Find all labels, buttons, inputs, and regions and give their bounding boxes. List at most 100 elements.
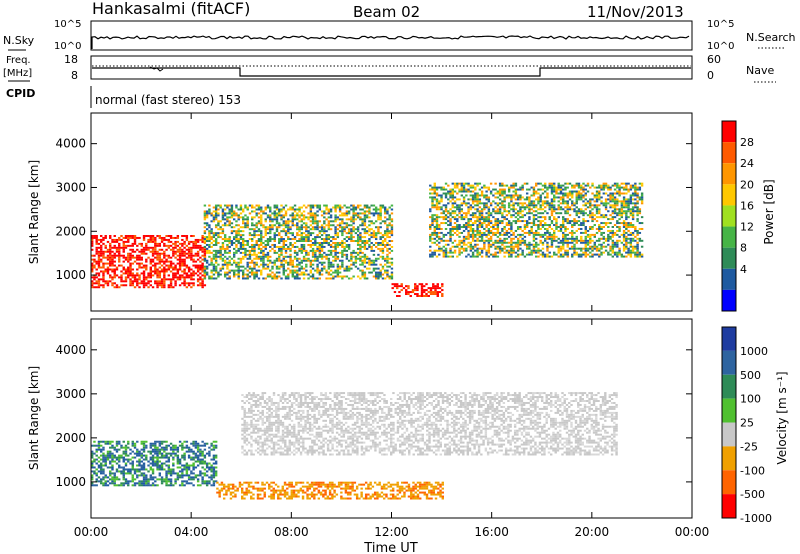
echo-cell — [271, 277, 274, 280]
echo-cell — [318, 232, 322, 235]
echo-cell — [118, 448, 121, 451]
echo-cell — [205, 265, 209, 268]
echo-cell — [120, 280, 123, 283]
echo-cell — [586, 233, 590, 236]
echo-cell — [289, 242, 292, 244]
echo-cell — [566, 249, 569, 252]
echo-cell — [302, 232, 306, 235]
echo-cell — [244, 214, 247, 217]
echo-cell — [372, 208, 376, 211]
echo-cell — [480, 251, 484, 254]
echo-cell — [381, 243, 385, 246]
echo-cell — [244, 255, 247, 258]
echo-cell — [383, 245, 387, 248]
echo-cell — [372, 222, 376, 225]
echo-cell — [550, 186, 554, 189]
echo-cell — [327, 253, 331, 256]
echo-cell — [467, 222, 470, 225]
echo-cell — [122, 470, 125, 473]
echo-cell — [336, 275, 340, 278]
echo-cell — [365, 277, 369, 280]
echo-cell — [352, 204, 355, 207]
echo-cell — [429, 224, 432, 227]
echo-cell — [93, 470, 96, 473]
echo-cell — [226, 218, 229, 221]
echo-cell — [460, 241, 464, 244]
nsky-series-line — [91, 35, 690, 49]
echo-cell — [280, 263, 283, 266]
echo-cell — [566, 186, 569, 189]
echo-cell — [444, 255, 448, 258]
echo-cell — [562, 196, 565, 199]
echo-cell — [325, 242, 328, 244]
echo-cell — [347, 218, 351, 221]
echo-cell — [203, 218, 207, 221]
echo-cell — [498, 206, 502, 209]
echo-cell — [435, 220, 439, 223]
echo-cell — [368, 238, 371, 241]
echo-cell — [228, 220, 231, 223]
echo-cell — [350, 251, 353, 254]
echo-cell — [548, 202, 551, 205]
echo-cell — [584, 255, 587, 258]
echo-cell — [544, 237, 547, 240]
echo-cell — [530, 253, 533, 256]
echo-cell — [338, 208, 342, 211]
echo-cell — [122, 254, 125, 257]
echo-cell — [480, 233, 484, 236]
echo-cell — [456, 224, 459, 227]
echo-cell — [496, 226, 500, 228]
echo-cell — [242, 220, 245, 223]
echo-cell — [210, 245, 213, 248]
echo-cell — [532, 245, 536, 248]
echo-cell — [550, 204, 554, 207]
echo-cell — [257, 243, 261, 246]
echo-cell — [557, 184, 560, 187]
echo-cell — [622, 210, 626, 213]
echo-cell — [347, 238, 351, 241]
echo-cell — [305, 216, 308, 219]
echo-cell — [462, 224, 466, 227]
echo-cell — [341, 261, 344, 264]
echo-cell — [636, 206, 639, 209]
echo-cell — [230, 263, 234, 266]
echo-cell — [298, 230, 301, 233]
echo-cell — [273, 232, 276, 235]
echo-cell — [185, 266, 189, 269]
echo-cell — [302, 214, 306, 217]
echo-cell — [447, 212, 450, 215]
echo-cell — [316, 271, 319, 274]
echo-cell — [559, 198, 563, 201]
echo-cell — [416, 289, 419, 292]
echo-cell — [553, 194, 556, 197]
echo-cell — [634, 188, 637, 191]
echo-cell — [129, 448, 132, 451]
echo-cell — [257, 212, 261, 215]
echo-cell — [537, 200, 540, 203]
echo-cell — [586, 184, 590, 187]
echo-cell — [104, 458, 107, 461]
echo-cell — [580, 237, 583, 240]
echo-cell — [435, 226, 439, 228]
echo-cell — [377, 212, 380, 215]
echo-cell — [343, 245, 346, 248]
echo-cell — [296, 212, 299, 215]
echo-cell — [158, 256, 162, 259]
echo-cell — [627, 253, 630, 256]
echo-cell — [174, 250, 177, 253]
echo-cell — [631, 186, 635, 189]
echo-cell — [521, 241, 524, 244]
echo-cell — [620, 192, 624, 195]
echo-cell — [498, 222, 502, 225]
freq-series-line — [92, 67, 691, 77]
echo-cell — [390, 275, 394, 278]
echo-cell — [226, 271, 229, 274]
echo-cell — [604, 224, 608, 227]
echo-cell — [201, 280, 204, 283]
echo-cell — [341, 240, 344, 243]
echo-cell — [214, 255, 218, 258]
echo-cell — [280, 253, 283, 256]
echo-cell — [185, 248, 189, 251]
echo-cell — [622, 226, 626, 228]
